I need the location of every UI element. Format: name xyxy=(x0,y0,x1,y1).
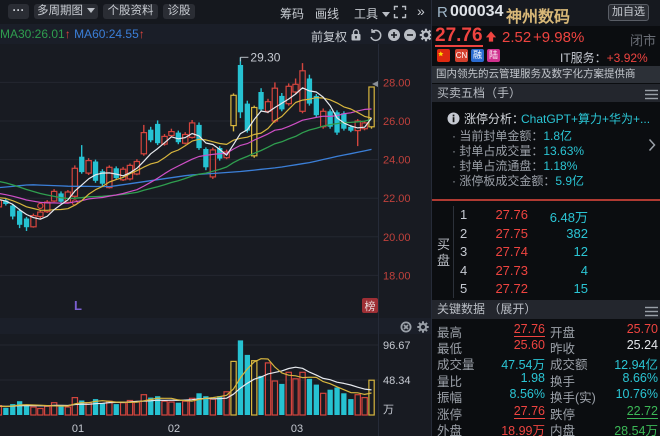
svg-text:02: 02 xyxy=(168,423,180,435)
svg-text:26.00: 26.00 xyxy=(383,116,411,128)
svg-text:22.00: 22.00 xyxy=(383,193,411,205)
svg-text:18.00: 18.00 xyxy=(383,270,411,282)
svg-text:29.30: 29.30 xyxy=(250,50,280,64)
svg-text:24.00: 24.00 xyxy=(383,155,411,167)
svg-text:榜: 榜 xyxy=(365,299,376,313)
svg-text:20.00: 20.00 xyxy=(383,232,411,244)
svg-text:万: 万 xyxy=(383,404,394,416)
svg-text:96.67: 96.67 xyxy=(383,340,411,352)
svg-text:48.34: 48.34 xyxy=(383,375,411,387)
svg-text:03: 03 xyxy=(291,423,303,435)
svg-text:L: L xyxy=(74,298,82,313)
svg-text:28.00: 28.00 xyxy=(383,77,411,89)
svg-text:01: 01 xyxy=(72,423,84,435)
